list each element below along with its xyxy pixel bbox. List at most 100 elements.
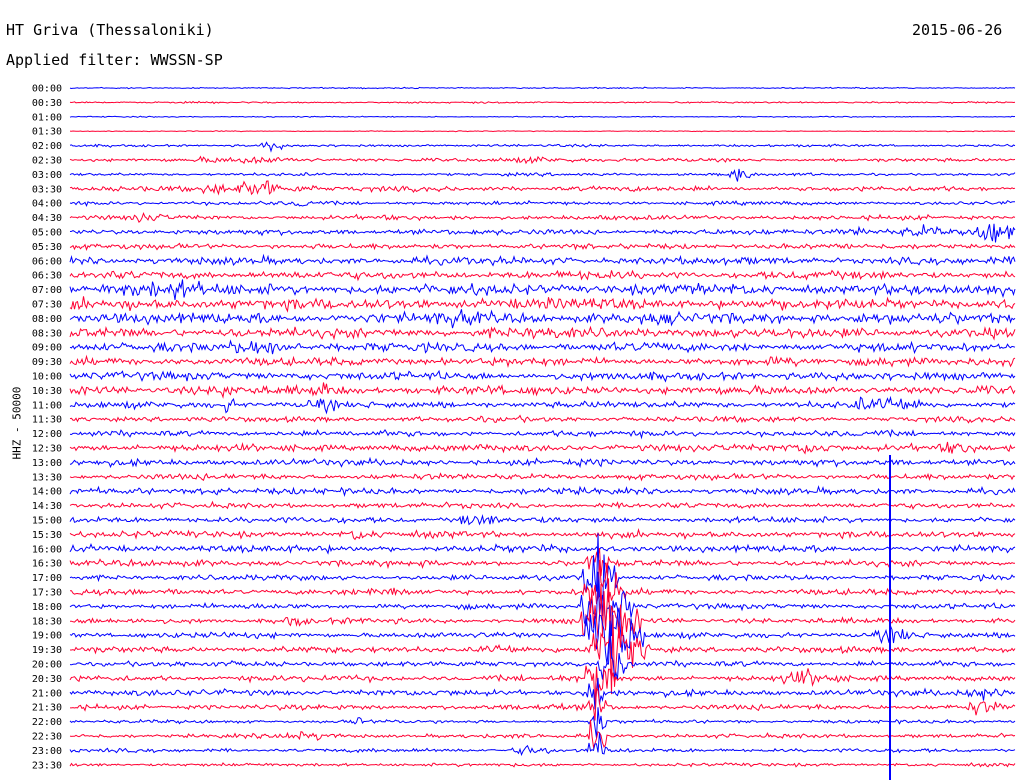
- row-time-label: 05:00: [32, 228, 62, 239]
- row-time-label: 01:00: [32, 112, 62, 123]
- trace-line: [69, 339, 1016, 355]
- trace-line: [69, 485, 1016, 498]
- trace-line: [69, 199, 1016, 207]
- trace-line: [69, 543, 1016, 555]
- trace-line: [69, 548, 1015, 577]
- trace-line: [69, 309, 1016, 329]
- trace-line: [69, 269, 1016, 282]
- trace-line: [69, 631, 1016, 680]
- trace-line: [70, 687, 1016, 721]
- record-date: 2015-06-26: [912, 21, 1003, 39]
- trace-line: [69, 441, 1016, 455]
- trace-line: [70, 578, 1016, 639]
- row-time-label: 16:30: [32, 559, 62, 570]
- trace-line: [69, 180, 1016, 196]
- row-time-label: 07:30: [32, 300, 62, 311]
- row-time-label: 02:00: [32, 141, 62, 152]
- row-time-label: 13:00: [32, 458, 62, 469]
- trace-line: [69, 100, 1016, 105]
- trace-line: [69, 155, 1016, 165]
- trace-line: [69, 130, 1016, 133]
- row-time-label: 23:30: [32, 760, 62, 771]
- row-time-label: 11:30: [32, 415, 62, 426]
- row-time-label: 12:00: [32, 429, 62, 440]
- row-time-label: 05:30: [32, 242, 62, 253]
- trace-line: [69, 369, 1016, 383]
- row-time-label: 10:00: [32, 372, 62, 383]
- row-time-label: 15:30: [32, 530, 62, 541]
- row-time-label: 20:30: [32, 674, 62, 685]
- trace-line: [69, 428, 1016, 440]
- row-time-label: 14:30: [32, 501, 62, 512]
- row-time-label: 16:00: [32, 544, 62, 555]
- trace-line: [69, 571, 1016, 637]
- trace-line: [69, 719, 1016, 750]
- trace-line: [69, 732, 1016, 757]
- row-time-label: 06:30: [32, 271, 62, 282]
- row-time-label: 19:00: [32, 631, 62, 642]
- row-time-label: 03:00: [32, 170, 62, 181]
- trace-line: [69, 456, 1016, 469]
- trace-line: [69, 762, 1016, 768]
- trace-line: [69, 115, 1016, 118]
- trace-line: [69, 533, 1016, 617]
- row-time-label: 22:00: [32, 717, 62, 728]
- trace-line: [69, 253, 1016, 267]
- row-time-label: 10:30: [32, 386, 62, 397]
- row-time-label: 08:30: [32, 328, 62, 339]
- trace-line: [69, 223, 1016, 243]
- trace-line: [69, 528, 1016, 541]
- row-time-label: 12:30: [32, 444, 62, 455]
- row-time-label: 15:00: [32, 516, 62, 527]
- trace-line: [69, 395, 1016, 415]
- trace-line: [70, 559, 1016, 614]
- trace-line: [69, 500, 1015, 510]
- trace-line: [69, 707, 1016, 738]
- trace-line: [70, 614, 1016, 695]
- trace-line: [69, 325, 1016, 341]
- trace-line: [69, 354, 1016, 369]
- trace-line: [69, 168, 1016, 182]
- row-time-label: 20:00: [32, 660, 62, 671]
- row-time-label: 21:30: [32, 703, 62, 714]
- station-title: HT Griva (Thessaloniki): [6, 21, 214, 39]
- trace-line: [69, 514, 1016, 526]
- row-time-label: 07:00: [32, 285, 62, 296]
- row-time-label: 00:30: [32, 98, 62, 109]
- row-time-label: 03:30: [32, 184, 62, 195]
- filter-label: Applied filter: WWSSN-SP: [6, 51, 223, 69]
- trace-line: [69, 677, 1016, 710]
- row-time-label: 22:30: [32, 732, 62, 743]
- row-time-label: 06:00: [32, 256, 62, 267]
- row-time-label: 17:00: [32, 573, 62, 584]
- trace-line: [69, 382, 1016, 399]
- row-time-label: 00:00: [32, 84, 62, 95]
- row-time-label: 04:00: [32, 199, 62, 210]
- row-time-label: 18:30: [32, 616, 62, 627]
- row-time-label: 11:00: [32, 400, 62, 411]
- row-time-label: 21:00: [32, 688, 62, 699]
- trace-line: [69, 472, 1016, 482]
- trace-line: [69, 607, 1016, 665]
- row-time-label: 17:30: [32, 588, 62, 599]
- row-time-label: 23:00: [32, 746, 62, 757]
- trace-line: [69, 86, 1016, 90]
- trace-line: [69, 242, 1016, 251]
- row-time-label: 04:30: [32, 213, 62, 224]
- trace-line: [69, 665, 1016, 707]
- trace-line: [69, 414, 1016, 424]
- row-time-label: 19:30: [32, 645, 62, 656]
- row-time-label: 09:00: [32, 343, 62, 354]
- row-time-label: 18:00: [32, 602, 62, 613]
- row-time-label: 08:00: [32, 314, 62, 325]
- row-time-label: 01:30: [32, 127, 62, 138]
- trace-line: [69, 141, 1016, 153]
- row-time-label: 09:30: [32, 357, 62, 368]
- trace-line: [69, 212, 1016, 223]
- row-time-label: 02:30: [32, 156, 62, 167]
- trace-line: [69, 296, 1016, 313]
- trace-line: [69, 279, 1016, 300]
- row-time-label: 13:30: [32, 472, 62, 483]
- row-time-label: 14:00: [32, 487, 62, 498]
